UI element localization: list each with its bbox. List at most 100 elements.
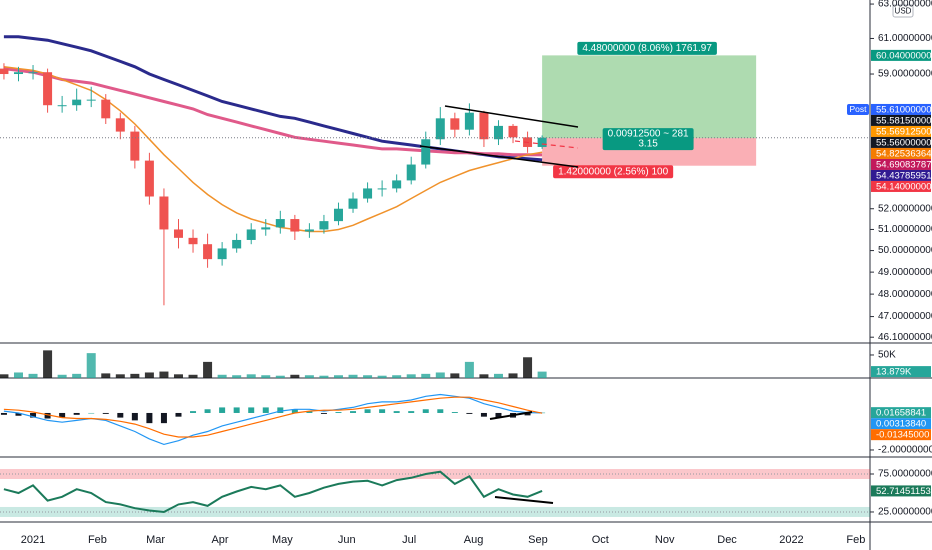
histogram-bar xyxy=(30,412,37,418)
y-tick-label: 59.00000000 xyxy=(878,69,932,80)
y-tick-label: 50K xyxy=(878,350,896,361)
x-tick-label: Nov xyxy=(655,534,675,546)
price-label: 60.04000000 xyxy=(876,50,931,61)
candle-body xyxy=(101,99,111,119)
volume-bar xyxy=(246,374,256,378)
stop-label-box xyxy=(553,165,674,179)
volume-bar xyxy=(57,374,67,378)
price-label: 55.56912500 xyxy=(876,126,931,137)
volume-bar xyxy=(421,373,431,378)
volume-bar xyxy=(203,361,213,378)
price-label: 55.58150000 xyxy=(876,115,931,126)
target-label-box xyxy=(577,41,717,55)
x-tick-label: 2021 xyxy=(21,534,45,546)
x-tick-label: Feb xyxy=(846,534,865,546)
histogram-bar xyxy=(422,409,429,413)
last-value-label: 13.879K xyxy=(876,367,912,378)
panel xyxy=(0,469,870,517)
candle-body xyxy=(333,208,343,222)
histogram-bar xyxy=(495,412,502,418)
volume-bar xyxy=(0,374,9,378)
last-value-box xyxy=(871,418,931,430)
price-label-box xyxy=(871,114,931,126)
trendline[interactable] xyxy=(489,411,533,420)
histogram-bar xyxy=(364,409,371,413)
price-label-box xyxy=(871,125,931,137)
histogram-bar xyxy=(306,411,313,413)
volume-bar xyxy=(130,373,140,378)
price-label: 54.82536364 xyxy=(876,148,931,159)
currency-box[interactable] xyxy=(892,4,914,18)
candle-body xyxy=(57,105,67,107)
histogram-bar xyxy=(219,407,226,413)
price-label: 55.56000000 xyxy=(876,137,931,148)
histogram-bar xyxy=(291,409,298,413)
candle-body xyxy=(173,229,183,238)
volume-bar xyxy=(493,373,503,378)
candle-body xyxy=(537,137,547,147)
trendline[interactable] xyxy=(444,105,579,128)
candle-body xyxy=(144,160,154,197)
histogram-bar xyxy=(146,412,153,424)
last-value-label: 0.00313840 xyxy=(876,419,926,430)
price-label: 54.14000000 xyxy=(876,181,931,192)
drawings xyxy=(419,105,579,504)
y-tick-label: 63.00000000 xyxy=(878,0,932,10)
last-value-label: 0.01658841 xyxy=(876,408,926,419)
volume-bar xyxy=(304,375,314,378)
y-tick-label: 48.00000000 xyxy=(878,289,932,300)
candle-body xyxy=(203,244,213,260)
panel xyxy=(0,350,547,378)
profit-zone xyxy=(542,55,757,139)
candle-body xyxy=(319,221,329,230)
volume-bar xyxy=(115,374,125,378)
histogram-bar xyxy=(379,409,386,413)
candle-body xyxy=(43,72,53,106)
candle-body xyxy=(421,139,431,165)
last-value-label: -0.01345000 xyxy=(876,430,929,441)
volume-bar xyxy=(261,375,271,378)
candle-body xyxy=(450,118,460,130)
histogram-bar xyxy=(44,412,51,419)
x-tick-label: Dec xyxy=(717,534,737,546)
histogram-bar xyxy=(408,411,415,413)
histogram-bar xyxy=(131,412,138,421)
volume-bar xyxy=(173,374,183,378)
histogram-bar xyxy=(233,407,240,413)
histogram-bar xyxy=(248,407,255,413)
histogram-bar xyxy=(190,411,197,413)
last-value-box xyxy=(871,485,931,497)
volume-bar xyxy=(348,374,358,378)
y-tick-label: 50.00000000 xyxy=(878,245,932,256)
volume-bar xyxy=(86,353,96,378)
y-tick-label: 75.00000000 xyxy=(878,469,932,480)
histogram-bar xyxy=(175,412,182,417)
candle-body xyxy=(304,229,314,232)
volume-bar xyxy=(144,372,154,378)
price-label: 55.61000000 xyxy=(876,104,931,115)
candle-body xyxy=(377,188,387,190)
candle-body xyxy=(188,237,198,245)
y-tick-label: -2.00000000 xyxy=(878,445,932,456)
volume-bar xyxy=(537,371,547,378)
y-tick-label: 47.00000000 xyxy=(878,311,932,322)
histogram-bar xyxy=(277,407,284,413)
volume-bar xyxy=(406,374,416,378)
volume-bar xyxy=(43,350,53,378)
candle-body xyxy=(392,180,402,189)
trendline[interactable] xyxy=(494,496,554,504)
histogram-bar xyxy=(15,412,22,416)
histogram-bar xyxy=(160,412,167,424)
candle-body xyxy=(159,196,169,230)
candle-body xyxy=(217,248,227,260)
projection[interactable] xyxy=(514,140,579,149)
trendline[interactable] xyxy=(419,145,579,168)
volume-bar xyxy=(13,372,23,378)
indicator-line xyxy=(3,470,543,514)
price-label-box xyxy=(871,147,931,159)
panel xyxy=(0,393,546,446)
volume-bar xyxy=(217,374,227,378)
histogram-bar xyxy=(0,412,7,415)
